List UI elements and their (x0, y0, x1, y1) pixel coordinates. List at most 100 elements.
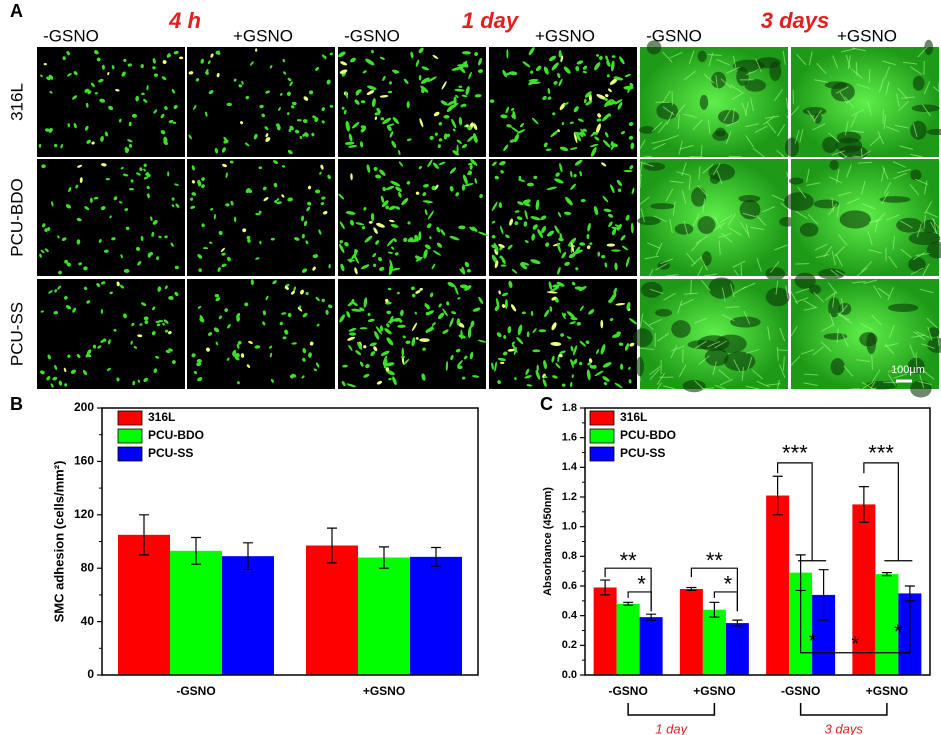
panel-label: A (10, 1, 23, 21)
cell (379, 95, 389, 98)
cell (216, 73, 220, 78)
cell (571, 374, 574, 378)
cell (265, 137, 271, 142)
cell (506, 48, 509, 59)
cell-fiber (869, 381, 876, 390)
cell (321, 298, 325, 303)
cell-fiber (892, 161, 907, 168)
cell (619, 56, 625, 65)
cell (491, 220, 496, 224)
cell (516, 129, 526, 134)
cell (398, 161, 404, 167)
cell (143, 377, 148, 382)
cell (363, 345, 367, 349)
cell (572, 345, 578, 356)
cell (140, 235, 144, 242)
cell (555, 362, 561, 369)
cell-fiber (804, 373, 819, 376)
cell (338, 51, 346, 58)
cell-fiber (930, 221, 938, 235)
dark-patch (926, 241, 941, 259)
cell (49, 90, 53, 94)
cell (631, 187, 635, 195)
cell (392, 117, 400, 124)
cell (307, 185, 312, 190)
cell (549, 286, 560, 293)
cell-fiber (776, 149, 785, 158)
cell (84, 125, 89, 131)
group-bracket (627, 703, 716, 716)
cell-fiber (703, 73, 715, 84)
cell (502, 351, 508, 356)
cell-fiber (880, 167, 886, 182)
cell-fiber (785, 285, 789, 299)
cell-fiber (665, 274, 679, 277)
cell (151, 330, 156, 336)
cell (419, 118, 424, 128)
cell (342, 364, 348, 368)
cell (382, 186, 386, 192)
cell-fiber (835, 269, 847, 277)
cell (258, 166, 263, 169)
cell (347, 300, 355, 307)
cell (415, 290, 421, 294)
cell (598, 56, 603, 60)
cell (214, 148, 219, 154)
cell (230, 200, 234, 206)
cell-fiber (721, 232, 733, 243)
cell (625, 214, 630, 221)
cell (541, 225, 547, 234)
micrograph (489, 159, 637, 276)
significance-bracket (777, 462, 827, 562)
cell-fiber (745, 348, 760, 354)
dark-patch (829, 159, 839, 171)
cell (40, 370, 45, 375)
cell (329, 52, 333, 56)
cell (454, 88, 465, 92)
cell-fiber (700, 145, 703, 158)
cell (426, 200, 429, 204)
cell (67, 123, 71, 128)
cell (233, 78, 237, 82)
cell (365, 58, 375, 66)
cell (137, 260, 142, 266)
bar (679, 588, 703, 675)
dark-patch (769, 61, 782, 81)
dark-patch (682, 379, 706, 393)
dark-patch (835, 137, 863, 153)
cell (508, 71, 518, 76)
column-label: -GSNO (43, 26, 99, 45)
cell (100, 136, 104, 142)
cell-fiber (771, 194, 785, 202)
cell (397, 324, 406, 328)
cell (208, 90, 214, 95)
cell (339, 240, 343, 244)
cell (610, 184, 615, 194)
cell (57, 235, 60, 239)
cell (389, 315, 394, 324)
cell (368, 221, 373, 224)
cell-fiber (655, 242, 663, 256)
cell (315, 296, 320, 302)
cell (75, 184, 79, 189)
cell (549, 306, 553, 312)
cell-fiber (749, 226, 764, 231)
cell-fiber (714, 384, 726, 390)
cell (360, 264, 370, 270)
cell-fiber (754, 125, 768, 133)
cell (93, 196, 99, 200)
cell (234, 356, 240, 361)
cell (391, 246, 395, 250)
cell-fiber (648, 318, 663, 326)
cell (382, 355, 388, 366)
cell (153, 73, 159, 77)
cell (359, 327, 368, 330)
cell (628, 379, 632, 384)
micrograph (37, 279, 185, 389)
y-tick-label: 0.0 (562, 669, 577, 681)
dark-patch (888, 303, 919, 312)
cell (606, 58, 609, 62)
cell (340, 263, 345, 272)
cell (427, 76, 437, 82)
cell (422, 347, 427, 351)
